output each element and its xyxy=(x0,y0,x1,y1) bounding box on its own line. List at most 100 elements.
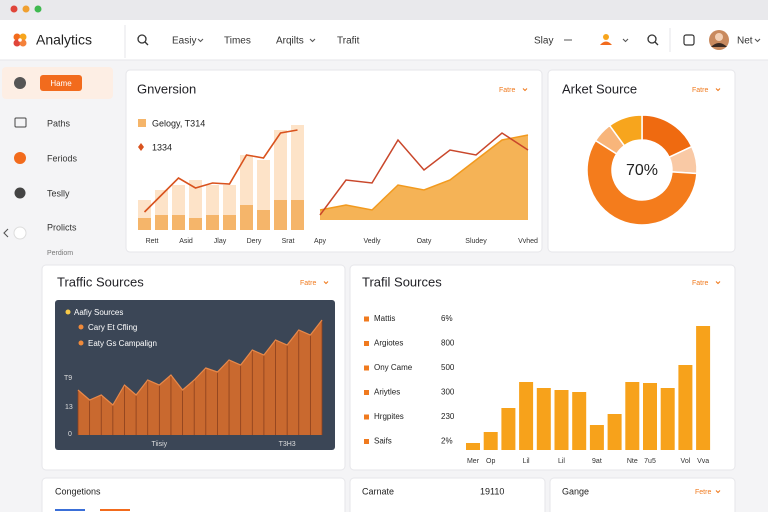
bar xyxy=(660,388,675,450)
y-label: T9 xyxy=(64,375,72,382)
row-label: Ariytles xyxy=(374,388,400,397)
window-close[interactable] xyxy=(10,5,18,13)
row-value: 800 xyxy=(441,339,455,348)
bar xyxy=(138,218,151,230)
bar xyxy=(155,215,168,230)
line xyxy=(143,129,298,213)
sidebar-item[interactable]: Prolicts xyxy=(47,222,77,232)
y-label: 13 xyxy=(65,404,73,411)
legend-label: Eaty Gs Campalign xyxy=(88,339,157,348)
bar xyxy=(223,215,236,230)
window-maximize[interactable] xyxy=(34,5,42,13)
dropdown-chevron xyxy=(197,38,204,43)
bar xyxy=(554,390,569,450)
line xyxy=(319,132,529,216)
x-tick-label: Dery xyxy=(247,238,262,245)
bar xyxy=(189,180,202,230)
dropdown-chevron xyxy=(622,38,629,43)
area xyxy=(320,135,528,220)
row-label: Saifs xyxy=(374,437,392,446)
active-pill[interactable] xyxy=(40,75,82,91)
bar xyxy=(466,443,480,450)
sidebar-item[interactable]: Feriods xyxy=(47,153,78,163)
app-name: Analytics xyxy=(36,32,92,48)
x-tick-label: Rett xyxy=(146,238,159,245)
bar xyxy=(696,326,711,450)
x-tick-label: Vedly xyxy=(363,238,381,245)
row-label: Argiotes xyxy=(374,339,403,348)
dropdown-chevron xyxy=(715,88,721,92)
header-label[interactable]: Slay xyxy=(534,36,553,47)
search-icon[interactable] xyxy=(137,34,149,46)
legend-dot xyxy=(65,309,71,315)
x-tick-label: Nte xyxy=(627,458,638,465)
x-tick-label: Vol xyxy=(681,458,691,465)
window-minimize[interactable] xyxy=(22,5,30,13)
x-tick-label: Jlay xyxy=(214,238,227,245)
nav-icon xyxy=(13,226,27,240)
x-tick-label: Op xyxy=(486,458,495,465)
collapse-chevron[interactable] xyxy=(3,228,9,238)
bar xyxy=(257,210,270,230)
filter-dropdown[interactable]: Fetre xyxy=(695,489,711,496)
bar xyxy=(678,365,693,450)
x-tick-label: Apy xyxy=(314,238,327,245)
app-header xyxy=(0,20,768,60)
row-bullet xyxy=(364,439,369,444)
filter-dropdown[interactable]: Fatre xyxy=(300,280,316,287)
row-bullet xyxy=(364,390,369,395)
row-bullet xyxy=(364,316,369,322)
filter-dropdown[interactable]: Fatre xyxy=(499,87,515,94)
legend-label: 1334 xyxy=(152,142,172,152)
x-tick-label: Asid xyxy=(179,238,193,245)
nav-item[interactable]: Easiy xyxy=(172,36,196,47)
card-title: Arket Source xyxy=(562,81,637,96)
card-title: Gnversion xyxy=(137,81,196,96)
sidebar-item[interactable]: Paths xyxy=(47,118,71,128)
card-title: Gange xyxy=(562,486,589,496)
sidebar-item[interactable]: Teslly xyxy=(47,188,70,198)
logo xyxy=(13,33,27,47)
row-value: 500 xyxy=(441,363,455,372)
bottom-card xyxy=(549,477,736,512)
nav-icon xyxy=(14,77,26,89)
filter-dropdown[interactable]: Fatre xyxy=(692,280,708,287)
sidebar-item[interactable]: Perdiom xyxy=(47,250,73,257)
dropdown-chevron xyxy=(309,38,316,43)
legend-dot xyxy=(78,340,84,346)
nav-item[interactable]: Times xyxy=(224,36,251,47)
area xyxy=(78,320,322,435)
bar xyxy=(625,382,640,450)
avatar[interactable] xyxy=(709,30,729,50)
x-tick-label: Vva xyxy=(697,458,709,465)
dropdown-chevron xyxy=(715,490,721,494)
x-tick-label: Mer xyxy=(467,458,480,465)
row-value: 230 xyxy=(441,412,455,421)
bar xyxy=(172,215,185,230)
search-icon[interactable] xyxy=(647,34,659,46)
bar xyxy=(291,200,304,230)
filter-dropdown[interactable]: Fatre xyxy=(692,87,708,94)
nav-item[interactable]: Arqilts xyxy=(276,36,304,47)
legend-dot xyxy=(78,324,84,330)
legend-swatch xyxy=(138,119,146,127)
donut-segment xyxy=(586,139,698,226)
row-value: 300 xyxy=(441,388,455,397)
donut-center-label: 70% xyxy=(626,162,658,179)
user-name[interactable]: Net xyxy=(737,36,753,47)
sidebar-item[interactable]: Hame xyxy=(50,79,72,88)
dropdown-chevron xyxy=(522,88,528,92)
user-icon[interactable] xyxy=(600,34,612,45)
card-value: 19110 xyxy=(480,486,504,496)
notification-icon[interactable] xyxy=(683,34,695,46)
row-value: 6% xyxy=(441,314,453,323)
x-tick-label: 9at xyxy=(592,458,602,465)
bar xyxy=(607,414,622,450)
nav-item[interactable]: Trafit xyxy=(337,36,360,47)
market-card xyxy=(547,69,736,253)
bottom-card xyxy=(41,477,346,512)
bar xyxy=(240,205,253,230)
row-label: Mattis xyxy=(374,314,395,323)
x-tick-label: Oaty xyxy=(417,238,432,245)
